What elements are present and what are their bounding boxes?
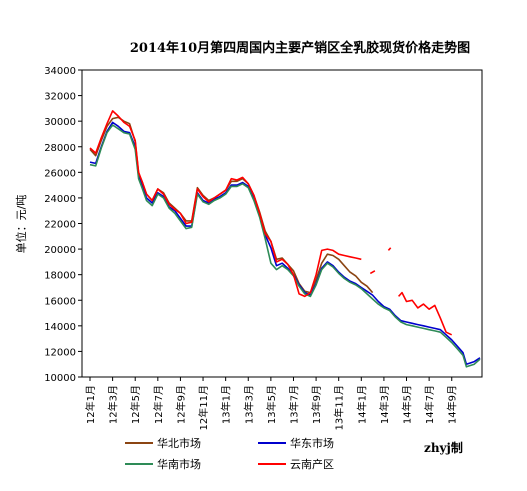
x-tick-label: 12年9月 [174, 385, 187, 424]
legend-label: 云南产区 [290, 457, 334, 471]
x-tick-label: 12年5月 [129, 385, 142, 424]
series-lines [89, 110, 481, 368]
y-tick-label: 12000 [44, 347, 76, 358]
y-tick-label: 32000 [44, 92, 76, 103]
x-axis: 12年1月 12年3月 12年5月 12年7月 12年9月 12年11月 13年1月 13年3… [84, 377, 459, 430]
x-tick-label: 12年1月 [84, 385, 97, 424]
series-3 [89, 110, 453, 336]
x-tick-label: 12年3月 [107, 385, 120, 424]
x-tick-label: 14年1月 [355, 385, 368, 424]
y-tick-label: 10000 [44, 373, 76, 384]
y-axis-title: 单位：元/吨 [14, 195, 28, 254]
x-tick-label: 13年1月 [220, 385, 233, 424]
y-tick-label: 22000 [44, 220, 76, 231]
y-tick-label: 14000 [44, 322, 76, 333]
x-tick-label: 13年11月 [333, 385, 346, 430]
legend-label: 华北市场 [157, 436, 201, 450]
y-tick-label: 24000 [44, 194, 76, 205]
series-1 [89, 121, 481, 366]
x-tick-label: 13年5月 [265, 385, 278, 424]
x-tick-label: 14年9月 [446, 385, 459, 424]
x-tick-label: 13年7月 [287, 385, 300, 424]
y-tick-label: 26000 [44, 168, 76, 179]
series-2 [89, 124, 481, 368]
series-line [89, 124, 481, 368]
x-tick-label: 12年11月 [197, 385, 210, 430]
x-tick-label: 14年3月 [378, 385, 391, 424]
y-tick-label: 16000 [44, 296, 76, 307]
chart-title: 2014年10月第四周国内主要产销区全乳胶现货价格走势图 [130, 40, 470, 56]
x-tick-label: 13年3月 [242, 385, 255, 424]
series-line [387, 247, 392, 251]
x-tick-label: 14年7月 [423, 385, 436, 424]
y-tick-label: 34000 [44, 66, 76, 77]
y-tick-label: 20000 [44, 245, 76, 256]
y-tick-label: 18000 [44, 271, 76, 282]
y-tick-label: 28000 [44, 143, 76, 154]
legend-label: 华东市场 [290, 436, 334, 450]
x-tick-label: 14年5月 [401, 385, 414, 424]
y-tick-label: 30000 [44, 117, 76, 128]
legend-label: 华南市场 [157, 457, 201, 471]
chart-annotation: zhyj制 [424, 440, 463, 455]
series-line [89, 121, 481, 366]
y-axis: 10000 12000 14000 16000 18000 20000 22000 24000… [44, 66, 82, 384]
x-tick-label: 13年9月 [310, 385, 323, 424]
series-line [369, 270, 376, 275]
x-tick-label: 12年7月 [152, 385, 165, 424]
series-line [89, 110, 362, 298]
series-line [398, 291, 453, 336]
